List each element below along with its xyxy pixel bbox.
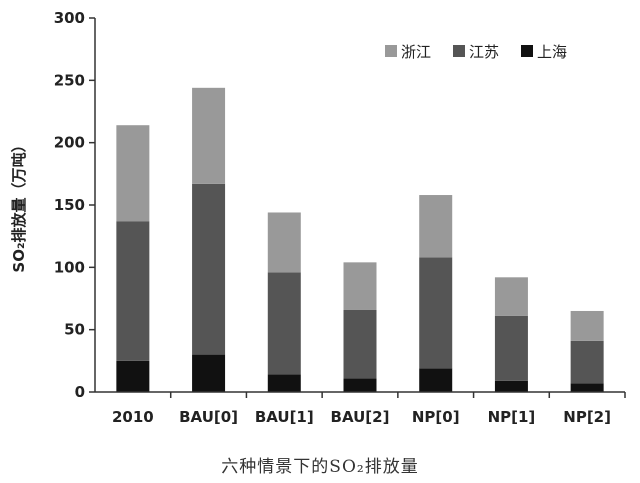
bar-segment: [192, 183, 226, 355]
legend-swatch: [453, 45, 465, 57]
bar-segment: [494, 277, 528, 316]
legend-swatch: [385, 45, 397, 57]
bar-segment: [570, 310, 604, 341]
y-tick-label: 0: [75, 383, 85, 401]
legend-label: 江苏: [469, 43, 499, 61]
x-tick-label: NP[2]: [563, 408, 611, 426]
x-tick-label: BAU[1]: [255, 408, 314, 426]
x-tick-label: NP[1]: [488, 408, 536, 426]
y-tick-label: 50: [64, 321, 85, 339]
bar-segment: [494, 315, 528, 381]
y-tick-label: 300: [54, 9, 85, 27]
y-tick-label: 100: [54, 258, 85, 276]
bar-segment: [570, 340, 604, 384]
bar-segment: [570, 383, 604, 392]
legend-label: 上海: [537, 43, 567, 61]
bar-segment: [116, 125, 150, 222]
stacked-bar-chart: SO₂排放量（万吨） 2010 BAU[0] BAU[1] BAU[2] NP[0] NP…: [10, 9, 626, 426]
legend-swatch: [521, 45, 533, 57]
legend-label: 浙江: [401, 43, 431, 61]
y-tick-label: 250: [54, 71, 85, 89]
bar-segment: [343, 378, 377, 392]
x-tick-label: BAU[2]: [331, 408, 390, 426]
bar-segment: [343, 309, 377, 379]
bar-segment: [267, 272, 301, 375]
y-tick-label: 150: [54, 196, 85, 214]
bar-segment: [192, 354, 226, 392]
figure-caption: 六种情景下的SO₂排放量: [221, 457, 419, 477]
bar-segment: [419, 195, 453, 258]
x-tick-label: 2010: [112, 408, 154, 426]
bar-segment: [116, 360, 150, 392]
x-tick-label: NP[0]: [412, 408, 460, 426]
bar-segment: [267, 374, 301, 392]
bar-segment: [116, 221, 150, 361]
x-tick-label: BAU[0]: [179, 408, 238, 426]
bar-segment: [494, 380, 528, 392]
y-tick-label: 200: [54, 134, 85, 152]
bar-segment: [419, 257, 453, 369]
bar-segment: [419, 368, 453, 392]
y-axis-label: SO₂排放量（万吨）: [10, 137, 28, 272]
bar-segment: [192, 87, 226, 184]
bar-segment: [267, 212, 301, 273]
bar-segment: [343, 262, 377, 310]
legend: 浙江 江苏 上海: [385, 43, 567, 61]
